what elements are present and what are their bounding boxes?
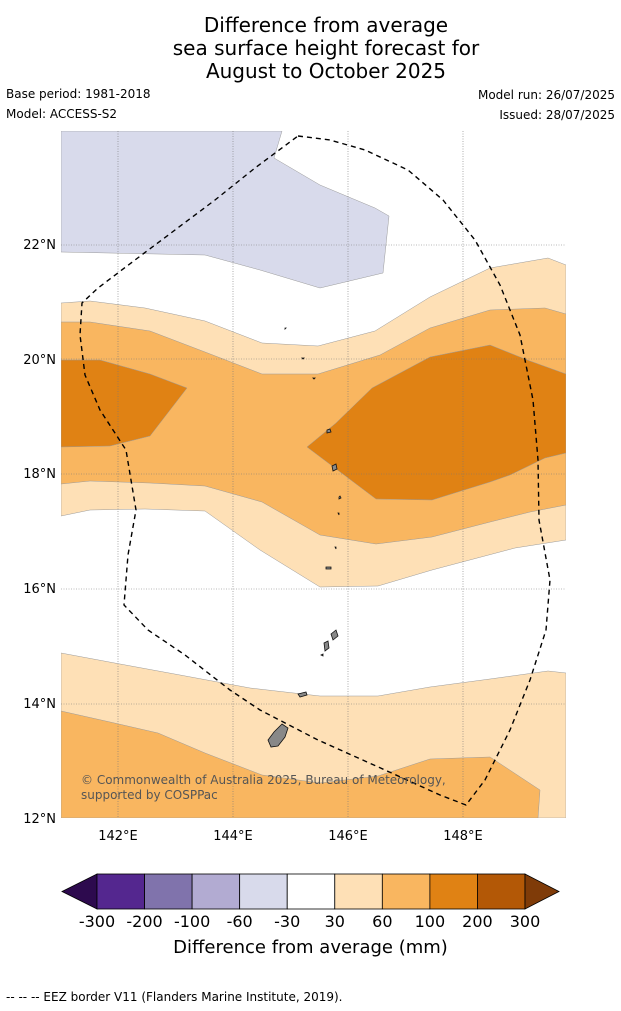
colorbar-tick-label: 60: [372, 912, 392, 931]
colorbar-box: [381, 873, 431, 910]
colorbar-tick-label: -100: [174, 912, 210, 931]
title-line-3: August to October 2025: [205, 59, 447, 83]
issued-date: Issued: 28/07/2025: [499, 108, 615, 122]
eez-border: [79, 135, 551, 806]
axis-labels: 142°E 144°E 146°E 148°E 12°N 14°N 16°N 1…: [23, 238, 483, 844]
colorbar-box: [144, 873, 193, 910]
island-guam: [267, 723, 289, 748]
lat-tick-18: 18°N: [23, 467, 56, 482]
colorbar-box: [429, 873, 478, 910]
grid-lines: [61, 131, 566, 818]
lon-tick-142: 142°E: [98, 829, 138, 844]
colorbar-tick-label: 200: [462, 912, 493, 931]
base-period: Base period: 1981-2018: [6, 87, 151, 101]
colorbar-extend-high: [524, 873, 560, 910]
island-alamagan: [337, 512, 340, 516]
island-north: [284, 327, 287, 330]
colorbar-box: [477, 873, 526, 910]
contour-band-100-200-west: [61, 359, 188, 448]
eez-footnote: -- -- -- EEZ border V11 (Flanders Marine…: [6, 990, 343, 1004]
island-rota: [297, 691, 308, 698]
island-saipan: [330, 629, 339, 641]
colorbar-box: [191, 873, 241, 910]
lon-tick-146: 146°E: [328, 829, 368, 844]
copyright-notice: © Commonwealth of Australia 2025, Bureau…: [81, 773, 446, 802]
colorbar-tick-label: -60: [227, 912, 253, 931]
contour-band-100-200-east: [306, 344, 566, 501]
islands: [267, 327, 342, 748]
lon-tick-144: 144°E: [213, 829, 253, 844]
colorbar-tick-label: -200: [126, 912, 162, 931]
colorbar-box: [96, 873, 145, 910]
colorbar-tick-label: 100: [415, 912, 446, 931]
colorbar-tick-label: 300: [510, 912, 541, 931]
colorbar-tick-label: -30: [274, 912, 300, 931]
island-anatahan: [325, 566, 332, 570]
lon-tick-148: 148°E: [443, 829, 483, 844]
lat-tick-14: 14°N: [23, 697, 56, 712]
lat-tick-20: 20°N: [23, 353, 56, 368]
map-panel: 142°E 144°E 146°E 148°E 12°N 14°N 16°N 1…: [23, 131, 566, 844]
lat-tick-12: 12°N: [23, 812, 56, 827]
colorbar-tick-label: -300: [79, 912, 115, 931]
title-line-2: sea surface height forecast for: [172, 36, 480, 60]
lat-tick-16: 16°N: [23, 582, 56, 597]
colorbar-boxes: [61, 873, 560, 910]
colorbar-ticks: -300 -200 -100 -60 -30 30 60 100 200 300: [79, 912, 540, 931]
contour-band-60-100-south: [61, 710, 541, 818]
island-maug: [312, 377, 316, 380]
lat-tick-22: 22°N: [23, 238, 56, 253]
island-pagan: [331, 463, 338, 472]
anomaly-field: [61, 131, 566, 818]
colorbar-box: [286, 873, 336, 910]
colorbar-tick-label: 30: [325, 912, 345, 931]
island-asuncion: [338, 495, 342, 500]
title-line-1: Difference from average: [203, 13, 449, 37]
model-name: Model: ACCESS-S2: [6, 107, 118, 121]
island-tinian: [323, 640, 330, 652]
chart-title: Difference from average sea surface heig…: [0, 14, 621, 83]
model-run: Model run: 26/07/2025: [477, 88, 615, 102]
island-agrihan: [326, 428, 332, 434]
island-uracas: [301, 357, 305, 360]
island-sarigan: [334, 546, 337, 550]
colorbar-box: [334, 873, 383, 910]
island-aguijan: [320, 653, 324, 657]
colorbar-extend-low: [61, 873, 98, 910]
colorbar-box: [239, 873, 288, 910]
colorbar-label: Difference from average (mm): [173, 937, 448, 958]
